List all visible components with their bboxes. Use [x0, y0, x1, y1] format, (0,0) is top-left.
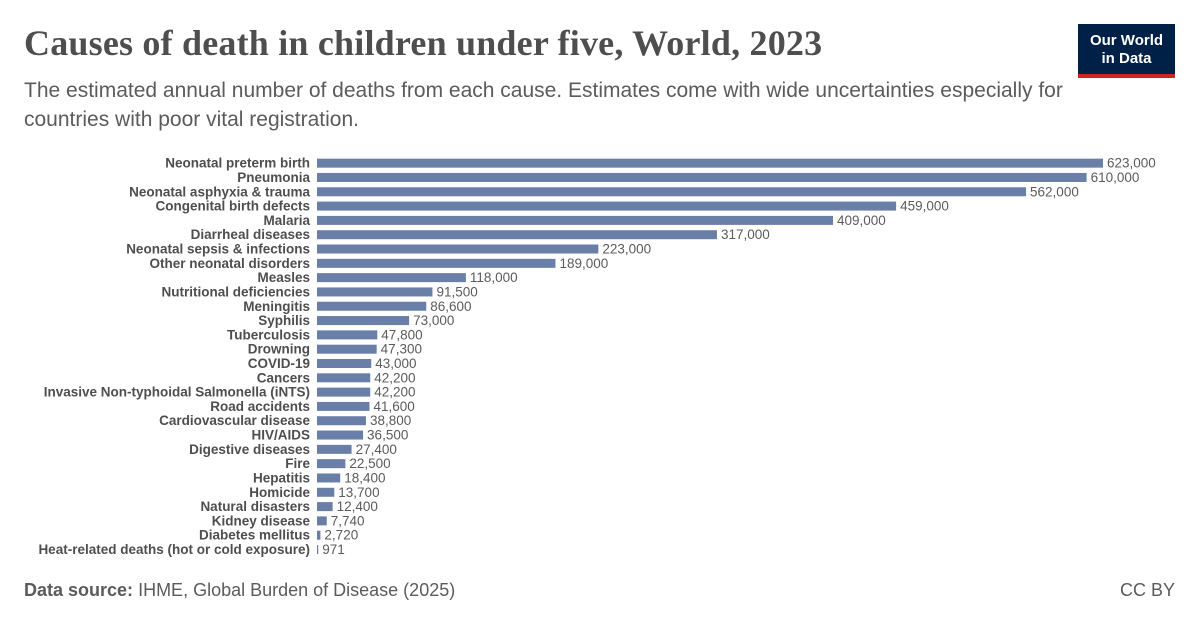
value-label: 2,720 — [324, 528, 358, 543]
license-link[interactable]: CC BY — [1119, 580, 1175, 600]
value-label: 18,400 — [344, 470, 385, 485]
category-label: Homicide — [249, 485, 310, 500]
owid-logo[interactable]: Our World in Data — [1078, 24, 1175, 78]
bar[interactable] — [317, 487, 335, 497]
bar[interactable] — [317, 416, 366, 426]
category-label: Malaria — [263, 213, 310, 228]
value-label: 42,200 — [374, 370, 415, 385]
category-label: Tuberculosis — [227, 327, 310, 342]
value-label: 12,400 — [337, 499, 378, 514]
value-label: 22,500 — [349, 456, 390, 471]
value-label: 409,000 — [837, 213, 886, 228]
bar[interactable] — [317, 230, 717, 240]
value-label: 317,000 — [721, 227, 770, 242]
bar[interactable] — [317, 473, 341, 483]
category-label: Heat-related deaths (hot or cold exposur… — [38, 542, 310, 557]
bar[interactable] — [317, 301, 427, 311]
value-label: 41,600 — [373, 399, 414, 414]
bar[interactable] — [317, 215, 834, 225]
bar[interactable] — [317, 358, 372, 368]
value-label: 118,000 — [470, 270, 518, 285]
value-label: 562,000 — [1030, 184, 1079, 199]
value-label: 27,400 — [356, 442, 397, 457]
category-label: COVID-19 — [248, 356, 310, 371]
category-label: Digestive diseases — [189, 442, 310, 457]
category-label: Road accidents — [210, 399, 310, 414]
value-label: 623,000 — [1107, 156, 1156, 171]
category-label: Cancers — [257, 370, 310, 385]
value-label: 189,000 — [559, 256, 608, 271]
category-label: Nutritional deficiencies — [161, 284, 310, 299]
category-label: Diarrheal diseases — [191, 227, 310, 242]
category-label: Measles — [257, 270, 310, 285]
category-label: Natural disasters — [200, 499, 310, 514]
category-label: Syphilis — [258, 313, 310, 328]
category-label: Invasive Non-typhoidal Salmonella (iNTS) — [44, 385, 310, 400]
category-label: Neonatal preterm birth — [165, 156, 310, 171]
bar[interactable] — [317, 502, 333, 512]
bar[interactable] — [317, 373, 371, 383]
bar[interactable] — [317, 316, 410, 326]
value-label: 459,000 — [900, 199, 949, 214]
bar[interactable] — [317, 158, 1103, 168]
value-label: 610,000 — [1091, 170, 1140, 185]
category-label: HIV/AIDS — [251, 428, 310, 443]
bar[interactable] — [317, 516, 327, 526]
category-label: Neonatal sepsis & infections — [126, 242, 310, 257]
bar[interactable] — [317, 330, 378, 340]
chart-subtitle: The estimated annual number of deaths fr… — [24, 79, 1063, 131]
value-label: 13,700 — [338, 485, 379, 500]
value-label: 223,000 — [602, 242, 651, 257]
bar[interactable] — [317, 273, 466, 283]
value-label: 47,300 — [381, 342, 422, 357]
category-label: Other neonatal disorders — [149, 256, 310, 271]
category-label: Cardiovascular disease — [159, 413, 310, 428]
bar[interactable] — [317, 258, 556, 268]
category-label: Neonatal asphyxia & trauma — [129, 184, 310, 199]
bar[interactable] — [317, 201, 897, 211]
value-label: 971 — [322, 542, 345, 557]
value-label: 73,000 — [413, 313, 454, 328]
bar[interactable] — [317, 530, 321, 540]
bar[interactable] — [317, 187, 1027, 197]
chart-title: Causes of death in children under five, … — [24, 23, 823, 63]
value-label: 43,000 — [375, 356, 416, 371]
data-source-label: Data source: — [24, 580, 134, 600]
data-source: Data source: IHME, Global Burden of Dise… — [24, 580, 455, 601]
category-label: Fire — [285, 456, 310, 471]
bar[interactable] — [317, 172, 1087, 182]
value-label: 47,800 — [381, 327, 422, 342]
category-label: Kidney disease — [212, 513, 311, 528]
bar[interactable] — [317, 459, 346, 469]
value-label: 7,740 — [331, 513, 365, 528]
bar[interactable] — [317, 401, 370, 411]
value-label: 36,500 — [367, 428, 408, 443]
category-label: Diabetes mellitus — [199, 528, 310, 543]
bar[interactable] — [317, 545, 319, 555]
bar[interactable] — [317, 444, 352, 454]
bar[interactable] — [317, 287, 433, 297]
bar[interactable] — [317, 387, 371, 397]
category-label: Drowning — [248, 342, 310, 357]
category-label: Pneumonia — [237, 170, 310, 185]
value-label: 38,800 — [370, 413, 411, 428]
value-label: 91,500 — [436, 284, 477, 299]
bar-chart: Neonatal preterm birth 623,000 Pneumonia 61… — [38, 156, 1156, 557]
value-label: 86,600 — [430, 299, 471, 314]
bar[interactable] — [317, 344, 377, 354]
bar[interactable] — [317, 244, 599, 254]
category-label: Hepatitis — [253, 470, 310, 485]
data-source-text[interactable]: IHME, Global Burden of Disease (2025) — [138, 580, 456, 600]
logo-accent-bar — [1078, 74, 1175, 78]
category-label: Meningitis — [243, 299, 310, 314]
logo-line-1: Our World — [1089, 32, 1164, 49]
logo-line-2: in Data — [1101, 50, 1152, 67]
value-label: 42,200 — [374, 385, 415, 400]
bar[interactable] — [317, 430, 364, 440]
category-label: Congenital birth defects — [155, 199, 310, 214]
